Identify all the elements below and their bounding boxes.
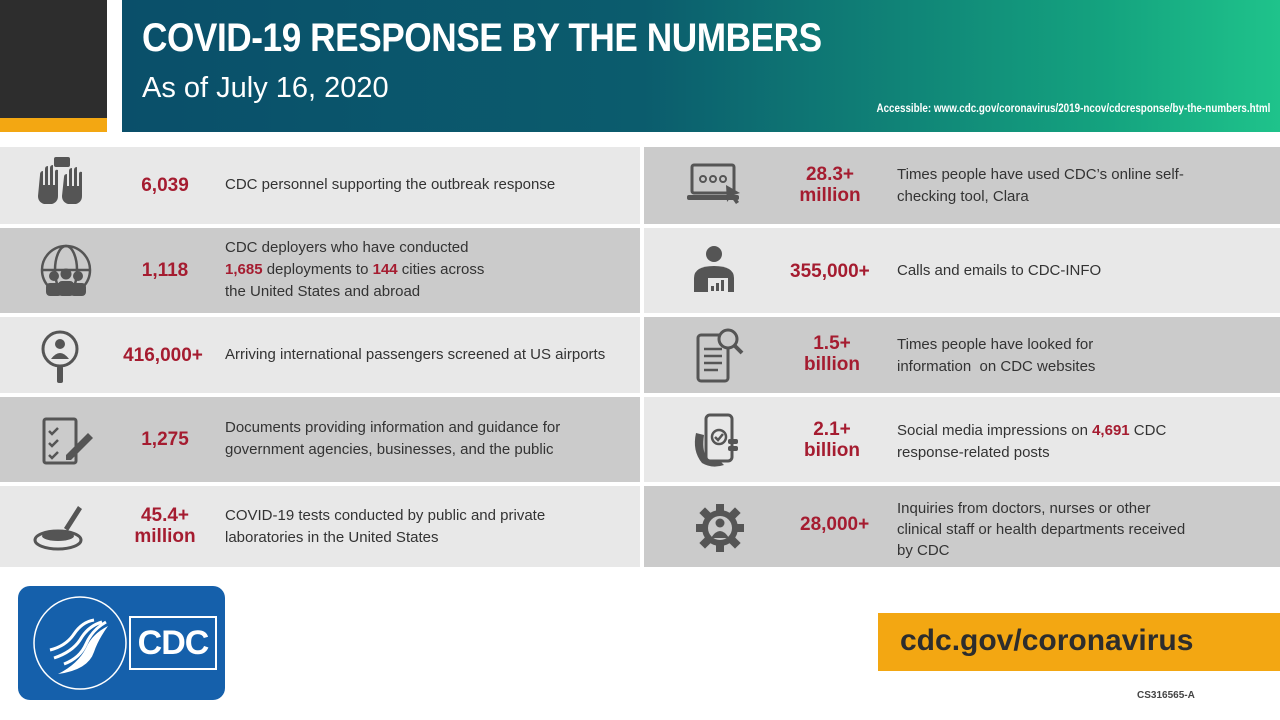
text-fragment: deployments to (262, 261, 373, 278)
corner-block-dark (0, 0, 107, 118)
stat-description-line: Times people have used CDC’s online self… (897, 166, 1184, 183)
stat-description-line: Inquiries from doctors, nurses or other (897, 500, 1151, 517)
stat-row-social: 2.1+ billion Social media impressions on… (644, 397, 1280, 482)
stat-number: 45.4+ million (110, 505, 220, 547)
stat-description-line: 1,685 deployments to 144 cities across (225, 259, 635, 281)
stat-description-line: CDC deployers who have conducted (225, 239, 469, 256)
stat-description-line: checking tool, Clara (897, 188, 1029, 205)
stat-number: 355,000+ (790, 261, 870, 282)
text-fragment: Social media impressions on (897, 422, 1093, 439)
footer-url-bar[interactable]: cdc.gov/coronavirus (878, 613, 1280, 671)
stat-description: Times people have looked for information… (897, 334, 1267, 378)
checklist-pen-icon (42, 417, 93, 465)
stat-number-line: 28.3+ (805, 164, 855, 185)
stat-row-tests: 45.4+ million COVID-19 tests conducted b… (0, 486, 640, 567)
cdc-hhs-logo: CDC (18, 586, 225, 700)
stat-number: 6,039 (141, 175, 189, 196)
stat-description: CDC deployers who have conducted 1,685 d… (225, 237, 635, 303)
stat-number: 2.1+ billion (787, 419, 877, 461)
stat-description-line: laboratories in the United States (225, 529, 439, 546)
stat-description-line: response-related posts (897, 444, 1050, 461)
stat-description-line: the United States and abroad (225, 283, 421, 300)
stat-description: CDC personnel supporting the outbreak re… (225, 176, 556, 193)
hhs-seal-icon (33, 596, 217, 690)
stat-description-line: COVID-19 tests conducted by public and p… (225, 507, 546, 524)
stat-number-line: 2.1+ (813, 419, 851, 440)
stat-description: COVID-19 tests conducted by public and p… (225, 505, 635, 549)
stat-row-inquiries: 28,000+ Inquiries from doctors, nurses o… (644, 486, 1280, 567)
person-chart-icon (694, 246, 734, 292)
stat-row-cdc-info: 355,000+ Calls and emails to CDC-INFO (644, 228, 1280, 313)
stat-row-documents: 1,275 Documents providing information an… (0, 397, 640, 482)
text-fragment: CDC (1129, 422, 1167, 439)
stat-row-clara: 28.3+ million Times people have used CDC… (644, 147, 1280, 224)
stat-number: 1,275 (141, 429, 189, 450)
highlight-number: 1,685 (225, 261, 263, 278)
stat-number: 416,000+ (123, 345, 203, 366)
stat-row-deployers: 1,118 CDC deployers who have conducted 1… (0, 228, 640, 313)
highlight-number: 144 (372, 261, 398, 278)
stat-number-line: billion (804, 440, 860, 461)
stat-description-line: information on CDC websites (897, 358, 1096, 375)
stat-description: Calls and emails to CDC-INFO (897, 262, 1102, 279)
stat-row-passengers: 416,000+ Arriving international passenge… (0, 317, 640, 393)
stat-description: Documents providing information and guid… (225, 417, 635, 461)
stat-description-line: government agencies, businesses, and the… (225, 441, 554, 458)
document-search-icon (696, 328, 744, 383)
stat-row-personnel: 6,039 CDC personnel supporting the outbr… (0, 147, 640, 224)
highlight-number: 4,691 (1092, 422, 1130, 439)
stat-number-line: million (799, 185, 861, 206)
cdc-logo-text: CDC (137, 624, 210, 662)
stat-description: Inquiries from doctors, nurses or other … (897, 498, 1267, 561)
footer-url[interactable]: cdc.gov/coronavirus (900, 624, 1194, 657)
stat-number-line: million (134, 526, 196, 547)
hands-icon (38, 157, 82, 204)
page-subtitle: As of July 16, 2020 (142, 72, 389, 104)
globe-people-icon (40, 244, 92, 296)
phone-hand-icon (694, 413, 738, 467)
stat-description-line: Times people have looked for (897, 336, 1094, 353)
stat-description: Arriving international passengers screen… (225, 346, 606, 363)
stat-number-line: 1.5+ (813, 333, 851, 354)
stat-description: Social media impressions on 4,691 CDC re… (897, 420, 1267, 464)
stat-description-line: clinical staff or health departments rec… (897, 521, 1186, 538)
stat-number: 28,000+ (800, 514, 870, 535)
header-banner: COVID-19 RESPONSE BY THE NUMBERS As of J… (122, 0, 1280, 132)
corner-block-gold (0, 118, 107, 132)
stat-number: 1.5+ billion (787, 333, 877, 375)
petri-dish-icon (33, 506, 83, 551)
stat-row-websites: 1.5+ billion Times people have looked fo… (644, 317, 1280, 393)
stat-number: 1,118 (141, 260, 189, 281)
text-fragment: cities across (397, 261, 485, 278)
magnifier-person-icon (41, 330, 79, 383)
stat-number: 28.3+ million (785, 164, 875, 206)
page-title: COVID-19 RESPONSE BY THE NUMBERS (142, 16, 822, 60)
stat-description-line: Social media impressions on 4,691 CDC (897, 420, 1267, 442)
stat-description: Times people have used CDC’s online self… (897, 164, 1267, 208)
stat-description-line: by CDC (897, 542, 950, 559)
stat-number-line: billion (804, 354, 860, 375)
document-code: CS316565-A (1137, 690, 1195, 701)
gear-person-icon (696, 504, 744, 552)
stat-number-line: 45.4+ (140, 505, 190, 526)
accessible-link[interactable]: Accessible: www.cdc.gov/coronavirus/2019… (876, 101, 1270, 115)
laptop-cursor-icon (687, 163, 740, 204)
stat-description-line: Documents providing information and guid… (225, 419, 561, 436)
